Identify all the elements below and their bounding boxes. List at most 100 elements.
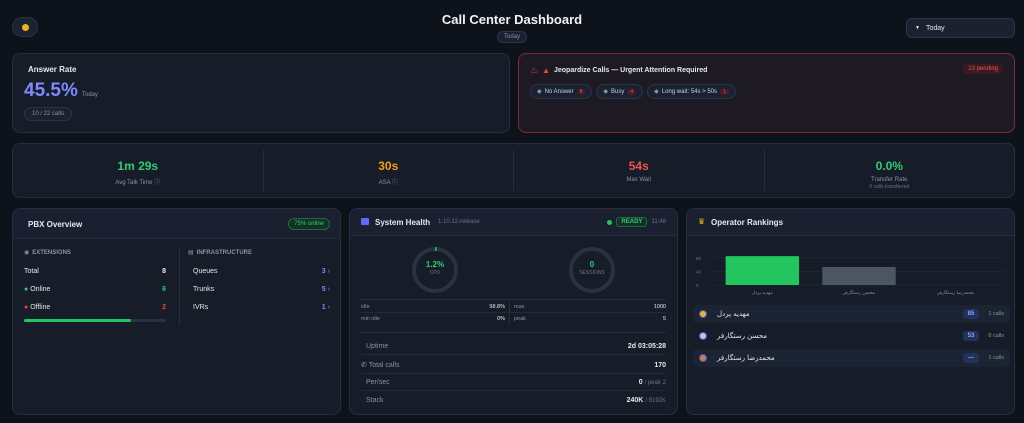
- chevron-right-icon: ›: [327, 268, 330, 275]
- trophy-icon: ♛: [698, 217, 706, 226]
- queues-value: 3: [321, 268, 326, 275]
- metric-asa: 30s ASA ⓘ: [264, 150, 514, 191]
- stack-max: / 8192K: [645, 398, 666, 404]
- answer-rate-period: Today: [81, 92, 98, 98]
- total-calls-label: Total calls: [368, 362, 400, 369]
- metric-label: Max Wait: [626, 177, 652, 183]
- ext-offline-value: 2: [162, 304, 166, 311]
- operator-name: محسن رستگارفر: [717, 332, 768, 340]
- online-progress: [24, 319, 166, 322]
- chart-bar[interactable]: [725, 256, 800, 285]
- metric-value: 1m 29s: [117, 159, 159, 173]
- chip-count: 4: [627, 88, 637, 95]
- queues-label: Queues: [193, 268, 218, 275]
- status-dot: [607, 219, 613, 225]
- tag-icon: ◆: [654, 89, 659, 95]
- system-time: 11:48: [651, 219, 666, 225]
- chevron-right-icon: ›: [327, 286, 330, 293]
- period-select[interactable]: ▼ Today: [906, 18, 1015, 38]
- infra-queues-row[interactable]: Queues 3 ›: [193, 268, 330, 275]
- trunks-value: 5: [321, 286, 326, 293]
- metric-label: Avg Talk Time: [115, 180, 153, 186]
- ext-total-label: Total: [24, 268, 39, 275]
- ranking-row[interactable]: مهدیه پردل 85 1 calls: [693, 305, 1010, 323]
- total-calls-row: ✆ Total calls 170: [361, 361, 666, 374]
- chip-count: 1: [720, 88, 729, 95]
- uptime-row: Uptime 2d 03:05:28: [361, 343, 666, 355]
- system-version: 1.10.12-release: [438, 219, 480, 225]
- extensions-heading: EXTENSIONS: [32, 249, 71, 256]
- x-tick-label: مهدیه پردل: [752, 291, 774, 296]
- answer-rate-value: 45.5%: [24, 80, 78, 101]
- cpu-value: 1.2%: [425, 260, 445, 269]
- x-tick-label: محسن رستگارفر: [842, 289, 876, 296]
- medal-icon: [699, 332, 707, 340]
- metric-transfer-rate: 0.0% Transfer Rate 0 calls transferred: [765, 150, 1015, 191]
- ivrs-label: IVRs: [193, 304, 209, 311]
- info-icon[interactable]: ⓘ: [154, 180, 161, 186]
- calls-badge: 10 / 22 calls: [24, 107, 73, 121]
- infra-trunks-row[interactable]: Trunks 5 ›: [193, 286, 330, 293]
- y-tick-label: 40: [696, 269, 702, 274]
- stat-value: 0%: [497, 316, 505, 322]
- pbx-card: PBX Overview 75% online ◉ EXTENSIONS Tot…: [12, 208, 341, 415]
- ext-total-row: Total 8: [24, 268, 166, 275]
- score-badge: 85: [963, 309, 979, 319]
- infrastructure-heading: INFRASTRUCTURE: [196, 249, 253, 256]
- chip-no-answer[interactable]: ◆ No Answer 8: [530, 84, 593, 99]
- stat-label: idle: [361, 303, 370, 310]
- stats-row: idle 98.8% max 1000: [361, 300, 666, 313]
- chip-busy[interactable]: ◆ Busy 4: [596, 84, 644, 99]
- theme-toggle[interactable]: [12, 17, 38, 37]
- jeopardize-title: Jeopardize Calls — Urgent Attention Requ…: [554, 67, 708, 74]
- medal-icon: [699, 310, 707, 318]
- sessions-gauge-track: [569, 247, 615, 293]
- ranking-row[interactable]: محمدرضا رستگارفر — 1 calls: [693, 349, 1010, 367]
- ext-online-value: 6: [162, 286, 166, 293]
- ext-total-value: 8: [162, 268, 166, 275]
- stack-label: Stack: [366, 397, 384, 404]
- calls-count: 1 calls: [988, 311, 1004, 317]
- ext-online-label: Online: [30, 286, 51, 293]
- sun-icon: [22, 24, 29, 31]
- metric-avg-talk-time: 1m 29s Avg Talk Time ⓘ: [13, 150, 264, 191]
- pending-badge: 13 pending: [962, 64, 1004, 74]
- metric-sub: 0 calls transferred: [869, 184, 910, 190]
- stats-row: min idle 0% peak 5: [361, 313, 666, 325]
- period-badge: Today: [496, 31, 527, 43]
- caret-down-icon: ▼: [915, 25, 920, 31]
- system-health-card: System Health 1.10.12-release READY 11:4…: [349, 208, 678, 415]
- rankings-title: Operator Rankings: [711, 218, 784, 227]
- stat-label: peak: [514, 316, 526, 322]
- chip-label: No Answer: [544, 88, 574, 95]
- operator-name: محمدرضا رستگارفر: [717, 354, 775, 362]
- stack-row: Stack 240K / 8192K: [361, 397, 666, 404]
- uptime-label: Uptime: [366, 343, 389, 350]
- stack-value: 240K: [626, 397, 644, 404]
- cpu-label: CPU: [429, 270, 441, 276]
- tag-icon: ◆: [603, 89, 609, 95]
- metric-label: Transfer Rate: [871, 177, 908, 183]
- chip-long-wait[interactable]: ◆ Long wait: 54s > 50s 1: [647, 84, 736, 99]
- period-select-label: Today: [925, 24, 945, 32]
- chip-list: ◆ No Answer 8 ◆ Busy 4 ◆ Long wait: 54s …: [530, 84, 736, 99]
- metrics-strip: 1m 29s Avg Talk Time ⓘ 30s ASA ⓘ 54s Max…: [12, 143, 1015, 198]
- stats-grid: idle 98.8% max 1000 min idle 0% peak 5: [361, 300, 666, 325]
- ranking-row[interactable]: محسن رستگارفر 53 8 calls: [693, 327, 1010, 345]
- total-calls-value: 170: [654, 361, 666, 369]
- infra-ivrs-row[interactable]: IVRs 1 ›: [193, 304, 330, 311]
- calls-count: 8 calls: [988, 333, 1004, 339]
- stat-label: max: [514, 303, 525, 310]
- info-icon[interactable]: ⓘ: [391, 180, 398, 186]
- offline-dot: ●: [24, 304, 29, 311]
- metric-value: 0.0%: [875, 159, 903, 173]
- users-icon: ◉: [24, 250, 30, 256]
- siren-icon: ▲: [542, 66, 550, 75]
- pbx-title: PBX Overview: [28, 220, 83, 229]
- sessions-label: SESSIONS: [579, 270, 605, 276]
- chip-count: 8: [576, 88, 586, 95]
- metric-label: ASA: [378, 180, 391, 186]
- x-tick-label: محمدرضا رستگارفر: [936, 289, 975, 296]
- tag-icon: ◆: [537, 89, 542, 95]
- chart-bar[interactable]: [822, 266, 896, 285]
